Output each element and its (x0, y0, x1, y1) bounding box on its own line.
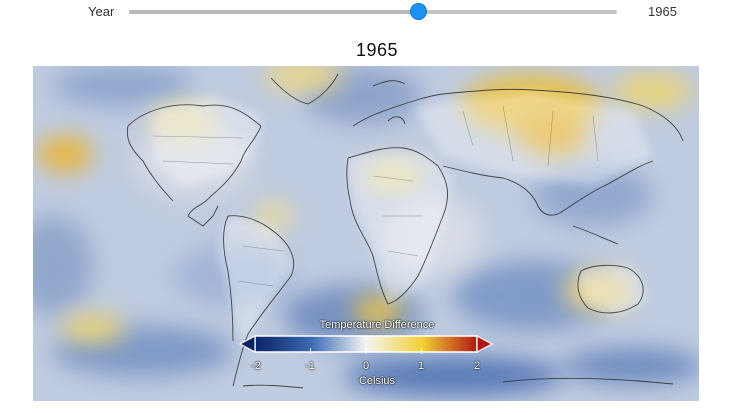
colorbar-tick-label: 2 (473, 360, 481, 372)
colorbar-tick-label: 1 (417, 360, 425, 372)
colorbar-tick-label: -1 (305, 360, 315, 372)
slider-track[interactable] (129, 10, 617, 14)
year-slider-row: Year 1965 (0, 0, 754, 28)
colorbar (238, 335, 494, 354)
colorbar-title: Temperature Difference (319, 319, 435, 331)
colorbar-tick-label: 0 (362, 360, 370, 372)
slider-value: 1965 (648, 4, 677, 19)
temperature-anomaly-map (33, 66, 699, 401)
colorbar-units: Celsius (358, 375, 396, 387)
slider-label: Year (88, 4, 115, 19)
slider-thumb[interactable] (410, 3, 428, 20)
map-title: 1965 (355, 40, 399, 60)
map-image (33, 66, 699, 401)
colorbar-tick-label: -2 (251, 360, 261, 372)
slider-track-fill (129, 10, 419, 14)
